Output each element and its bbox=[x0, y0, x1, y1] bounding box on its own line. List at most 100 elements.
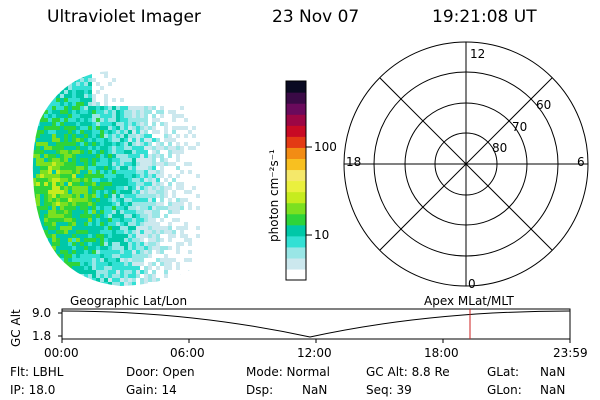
image-pixel bbox=[28, 282, 32, 286]
image-pixel bbox=[80, 166, 84, 170]
image-pixel bbox=[100, 182, 104, 186]
status-glon-label: GLon: bbox=[487, 383, 522, 397]
image-pixel bbox=[120, 186, 124, 190]
image-pixel bbox=[192, 106, 196, 110]
image-pixel bbox=[108, 282, 112, 286]
image-pixel bbox=[100, 106, 104, 110]
image-pixel bbox=[44, 210, 48, 214]
image-pixel bbox=[200, 158, 204, 162]
image-pixel bbox=[92, 134, 96, 138]
x-label-2359: 23:59 bbox=[553, 346, 588, 360]
color-bar-band bbox=[286, 257, 306, 270]
image-pixel bbox=[48, 222, 52, 226]
image-pixel bbox=[112, 106, 116, 110]
image-pixel bbox=[188, 150, 192, 154]
image-pixel bbox=[144, 254, 148, 258]
image-pixel bbox=[140, 222, 144, 226]
image-pixel bbox=[28, 154, 32, 158]
image-pixel bbox=[40, 210, 44, 214]
image-pixel bbox=[120, 134, 124, 138]
image-pixel bbox=[84, 158, 88, 162]
image-pixel bbox=[160, 238, 164, 242]
image-pixel bbox=[152, 222, 156, 226]
image-pixel bbox=[36, 210, 40, 214]
image-pixel bbox=[156, 242, 160, 246]
image-pixel bbox=[228, 106, 232, 110]
image-pixel bbox=[160, 266, 164, 270]
image-pixel bbox=[164, 214, 168, 218]
image-pixel bbox=[172, 194, 176, 198]
image-pixel bbox=[80, 198, 84, 202]
image-pixel bbox=[36, 258, 40, 262]
image-pixel bbox=[160, 94, 164, 98]
image-pixel bbox=[84, 134, 88, 138]
image-pixel bbox=[140, 118, 144, 122]
image-pixel bbox=[176, 246, 180, 250]
image-pixel bbox=[164, 254, 168, 258]
image-pixel bbox=[184, 158, 188, 162]
image-pixel bbox=[92, 254, 96, 258]
image-pixel bbox=[32, 174, 36, 178]
image-pixel bbox=[204, 118, 208, 122]
image-pixel bbox=[92, 170, 96, 174]
image-pixel bbox=[72, 198, 76, 202]
image-pixel bbox=[228, 62, 232, 66]
image-pixel bbox=[68, 226, 72, 230]
image-pixel bbox=[88, 266, 92, 270]
image-pixel bbox=[28, 210, 32, 214]
image-pixel bbox=[48, 86, 52, 90]
image-pixel bbox=[240, 222, 241, 226]
image-pixel bbox=[64, 278, 68, 282]
image-pixel bbox=[160, 178, 164, 182]
image-pixel bbox=[44, 234, 48, 238]
image-pixel bbox=[64, 98, 68, 102]
image-pixel bbox=[116, 262, 120, 266]
image-pixel bbox=[116, 166, 120, 170]
image-pixel bbox=[156, 238, 160, 242]
image-pixel bbox=[76, 230, 80, 234]
status-gc-alt: GC Alt: 8.8 Re bbox=[366, 365, 450, 379]
image-pixel bbox=[116, 146, 120, 150]
image-pixel bbox=[104, 214, 108, 218]
image-pixel bbox=[164, 146, 168, 150]
image-pixel bbox=[88, 150, 92, 154]
image-pixel bbox=[44, 142, 48, 146]
image-pixel bbox=[180, 238, 184, 242]
image-pixel bbox=[216, 242, 220, 246]
image-pixel bbox=[40, 82, 44, 86]
image-pixel bbox=[224, 198, 228, 202]
image-pixel bbox=[112, 170, 116, 174]
image-pixel bbox=[44, 118, 48, 122]
image-pixel bbox=[88, 234, 92, 238]
status-glat-label: GLat: bbox=[487, 365, 520, 379]
image-pixel bbox=[140, 106, 144, 110]
image-pixel bbox=[96, 82, 100, 86]
image-pixel bbox=[36, 214, 40, 218]
image-pixel bbox=[88, 206, 92, 210]
image-pixel bbox=[132, 146, 136, 150]
image-pixel bbox=[40, 122, 44, 126]
image-pixel bbox=[64, 110, 68, 114]
image-pixel bbox=[52, 130, 56, 134]
image-pixel bbox=[168, 242, 172, 246]
image-pixel bbox=[172, 214, 176, 218]
image-pixel bbox=[124, 154, 128, 158]
image-pixel bbox=[108, 154, 112, 158]
image-pixel bbox=[60, 238, 64, 242]
image-pixel bbox=[112, 134, 116, 138]
image-pixel bbox=[100, 170, 104, 174]
image-pixel bbox=[68, 90, 72, 94]
image-pixel bbox=[60, 130, 64, 134]
image-pixel bbox=[116, 278, 120, 282]
image-pixel bbox=[92, 102, 96, 106]
image-pixel bbox=[148, 114, 152, 118]
image-pixel bbox=[228, 166, 232, 170]
image-pixel bbox=[120, 178, 124, 182]
image-pixel bbox=[152, 86, 156, 90]
color-bar-band bbox=[286, 268, 306, 281]
image-pixel bbox=[40, 154, 44, 158]
image-pixel bbox=[92, 166, 96, 170]
image-pixel bbox=[164, 234, 168, 238]
image-pixel bbox=[40, 94, 44, 98]
image-pixel bbox=[156, 166, 160, 170]
